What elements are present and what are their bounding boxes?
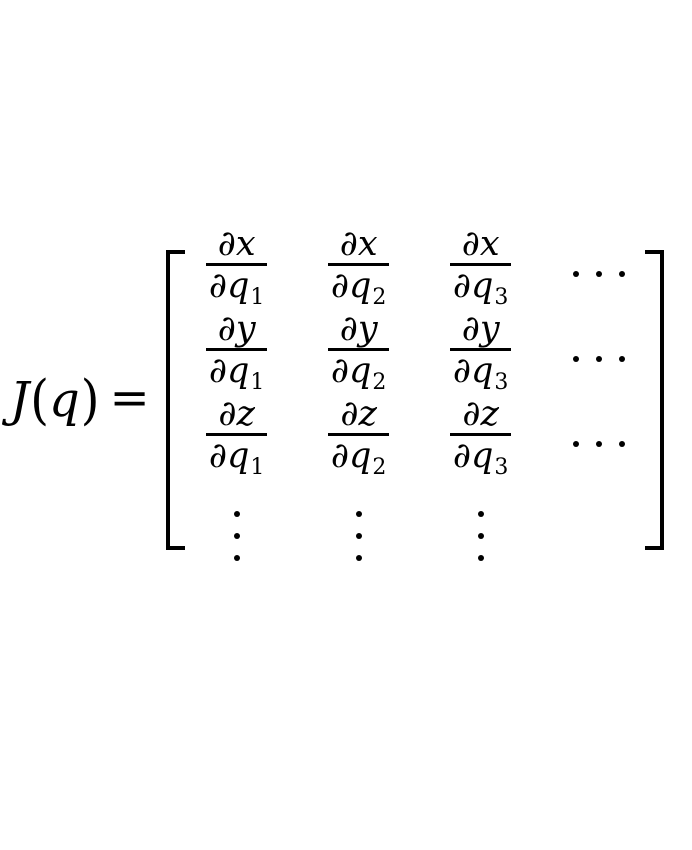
fraction-numerator: ∂z xyxy=(218,393,255,434)
dot-icon xyxy=(595,441,602,447)
fraction-bar xyxy=(327,262,390,266)
fraction-numerator: ∂y xyxy=(339,308,378,349)
dot-icon xyxy=(595,271,602,277)
open-paren: ( xyxy=(30,368,49,432)
dot-icon xyxy=(355,554,362,561)
fraction-numerator: ∂z xyxy=(340,393,377,434)
right-bracket xyxy=(644,250,664,550)
fraction-bar xyxy=(205,347,268,351)
denominator-subscript: 1 xyxy=(250,369,265,395)
fraction-denominator: ∂q3 xyxy=(450,351,512,394)
denominator-subscript: 3 xyxy=(494,369,509,395)
close-paren: ) xyxy=(80,368,100,432)
fraction-bar xyxy=(205,432,268,436)
matrix-cell-r2c1: ∂y ∂q1 xyxy=(205,308,268,394)
matrix-cell-r2c3: ∂y ∂q3 xyxy=(449,308,512,394)
fraction-bar xyxy=(327,347,390,351)
dot-icon xyxy=(572,271,579,277)
fraction-denominator: ∂q1 xyxy=(206,436,268,479)
denominator-base: ∂q xyxy=(208,265,250,306)
dot-icon xyxy=(618,356,625,362)
matrix-cell-r2c2: ∂y ∂q2 xyxy=(327,308,390,394)
fraction-bar xyxy=(449,347,512,351)
vdots-icon xyxy=(477,510,484,561)
matrix-cell-r3c2: ∂z ∂q2 xyxy=(327,393,390,479)
fraction-denominator: ∂q1 xyxy=(206,266,268,309)
fraction-numerator: ∂x xyxy=(217,223,256,264)
dot-icon xyxy=(355,532,362,539)
fraction-bar xyxy=(449,432,512,436)
empty-cell xyxy=(598,485,599,486)
denominator-base: ∂q xyxy=(330,265,372,306)
fraction-denominator: ∂q2 xyxy=(328,436,390,479)
equation-lhs: J(q) xyxy=(10,369,99,432)
denominator-base: ∂q xyxy=(452,435,494,476)
denominator-subscript: 1 xyxy=(250,284,265,310)
matrix-cell-r1c3: ∂x ∂q3 xyxy=(449,223,512,309)
dot-icon xyxy=(618,271,625,277)
fraction-numerator: ∂y xyxy=(217,308,256,349)
fraction-denominator: ∂q3 xyxy=(450,266,512,309)
argument-symbol: q xyxy=(48,372,81,428)
denominator-subscript: 2 xyxy=(372,369,387,395)
fraction-denominator: ∂q3 xyxy=(450,436,512,479)
dot-icon xyxy=(477,554,484,561)
denominator-subscript: 3 xyxy=(494,284,509,310)
denominator-subscript: 2 xyxy=(372,454,387,480)
fraction-denominator: ∂q2 xyxy=(328,266,390,309)
cdots-icon xyxy=(572,356,625,362)
jacobian-equation: J(q) = ∂x ∂q1 ∂x ∂q2 ∂x ∂q3 xyxy=(10,226,664,561)
dot-icon xyxy=(595,356,602,362)
denominator-subscript: 2 xyxy=(372,284,387,310)
equals-sign: = xyxy=(109,370,150,426)
denominator-base: ∂q xyxy=(208,350,250,391)
matrix-cell-r3c3: ∂z ∂q3 xyxy=(449,393,512,479)
denominator-base: ∂q xyxy=(208,435,250,476)
denominator-base: ∂q xyxy=(330,350,372,391)
fraction-numerator: ∂x xyxy=(461,223,500,264)
fraction-numerator: ∂x xyxy=(339,223,378,264)
fraction-denominator: ∂q1 xyxy=(206,351,268,394)
vdots-icon xyxy=(233,510,240,561)
dot-icon xyxy=(572,441,579,447)
fraction-numerator: ∂y xyxy=(461,308,500,349)
dot-icon xyxy=(233,532,240,539)
dot-icon xyxy=(233,510,240,517)
fraction-bar xyxy=(205,262,268,266)
dot-icon xyxy=(233,554,240,561)
cdots-icon xyxy=(572,271,625,277)
vdots-icon xyxy=(355,510,362,561)
denominator-subscript: 3 xyxy=(494,454,509,480)
fraction-bar xyxy=(449,262,512,266)
denominator-subscript: 1 xyxy=(250,454,265,480)
dot-icon xyxy=(477,510,484,517)
matrix-cell-r1c2: ∂x ∂q2 xyxy=(327,223,390,309)
matrix-cell-r1c1: ∂x ∂q1 xyxy=(205,223,268,309)
denominator-base: ∂q xyxy=(330,435,372,476)
left-bracket xyxy=(165,250,185,550)
fraction-numerator: ∂z xyxy=(462,393,499,434)
dot-icon xyxy=(355,510,362,517)
jacobian-matrix: ∂x ∂q1 ∂x ∂q2 ∂x ∂q3 ∂y ∂q1 xyxy=(165,226,664,561)
fraction-denominator: ∂q2 xyxy=(328,351,390,394)
matrix-cell-r3c1: ∂z ∂q1 xyxy=(205,393,268,479)
cdots-icon xyxy=(572,441,625,447)
denominator-base: ∂q xyxy=(452,350,494,391)
dot-icon xyxy=(618,441,625,447)
dot-icon xyxy=(477,532,484,539)
fraction-bar xyxy=(327,432,390,436)
matrix-grid: ∂x ∂q1 ∂x ∂q2 ∂x ∂q3 ∂y ∂q1 xyxy=(185,226,645,561)
function-symbol: J xyxy=(10,372,31,428)
denominator-base: ∂q xyxy=(452,265,494,306)
dot-icon xyxy=(572,356,579,362)
